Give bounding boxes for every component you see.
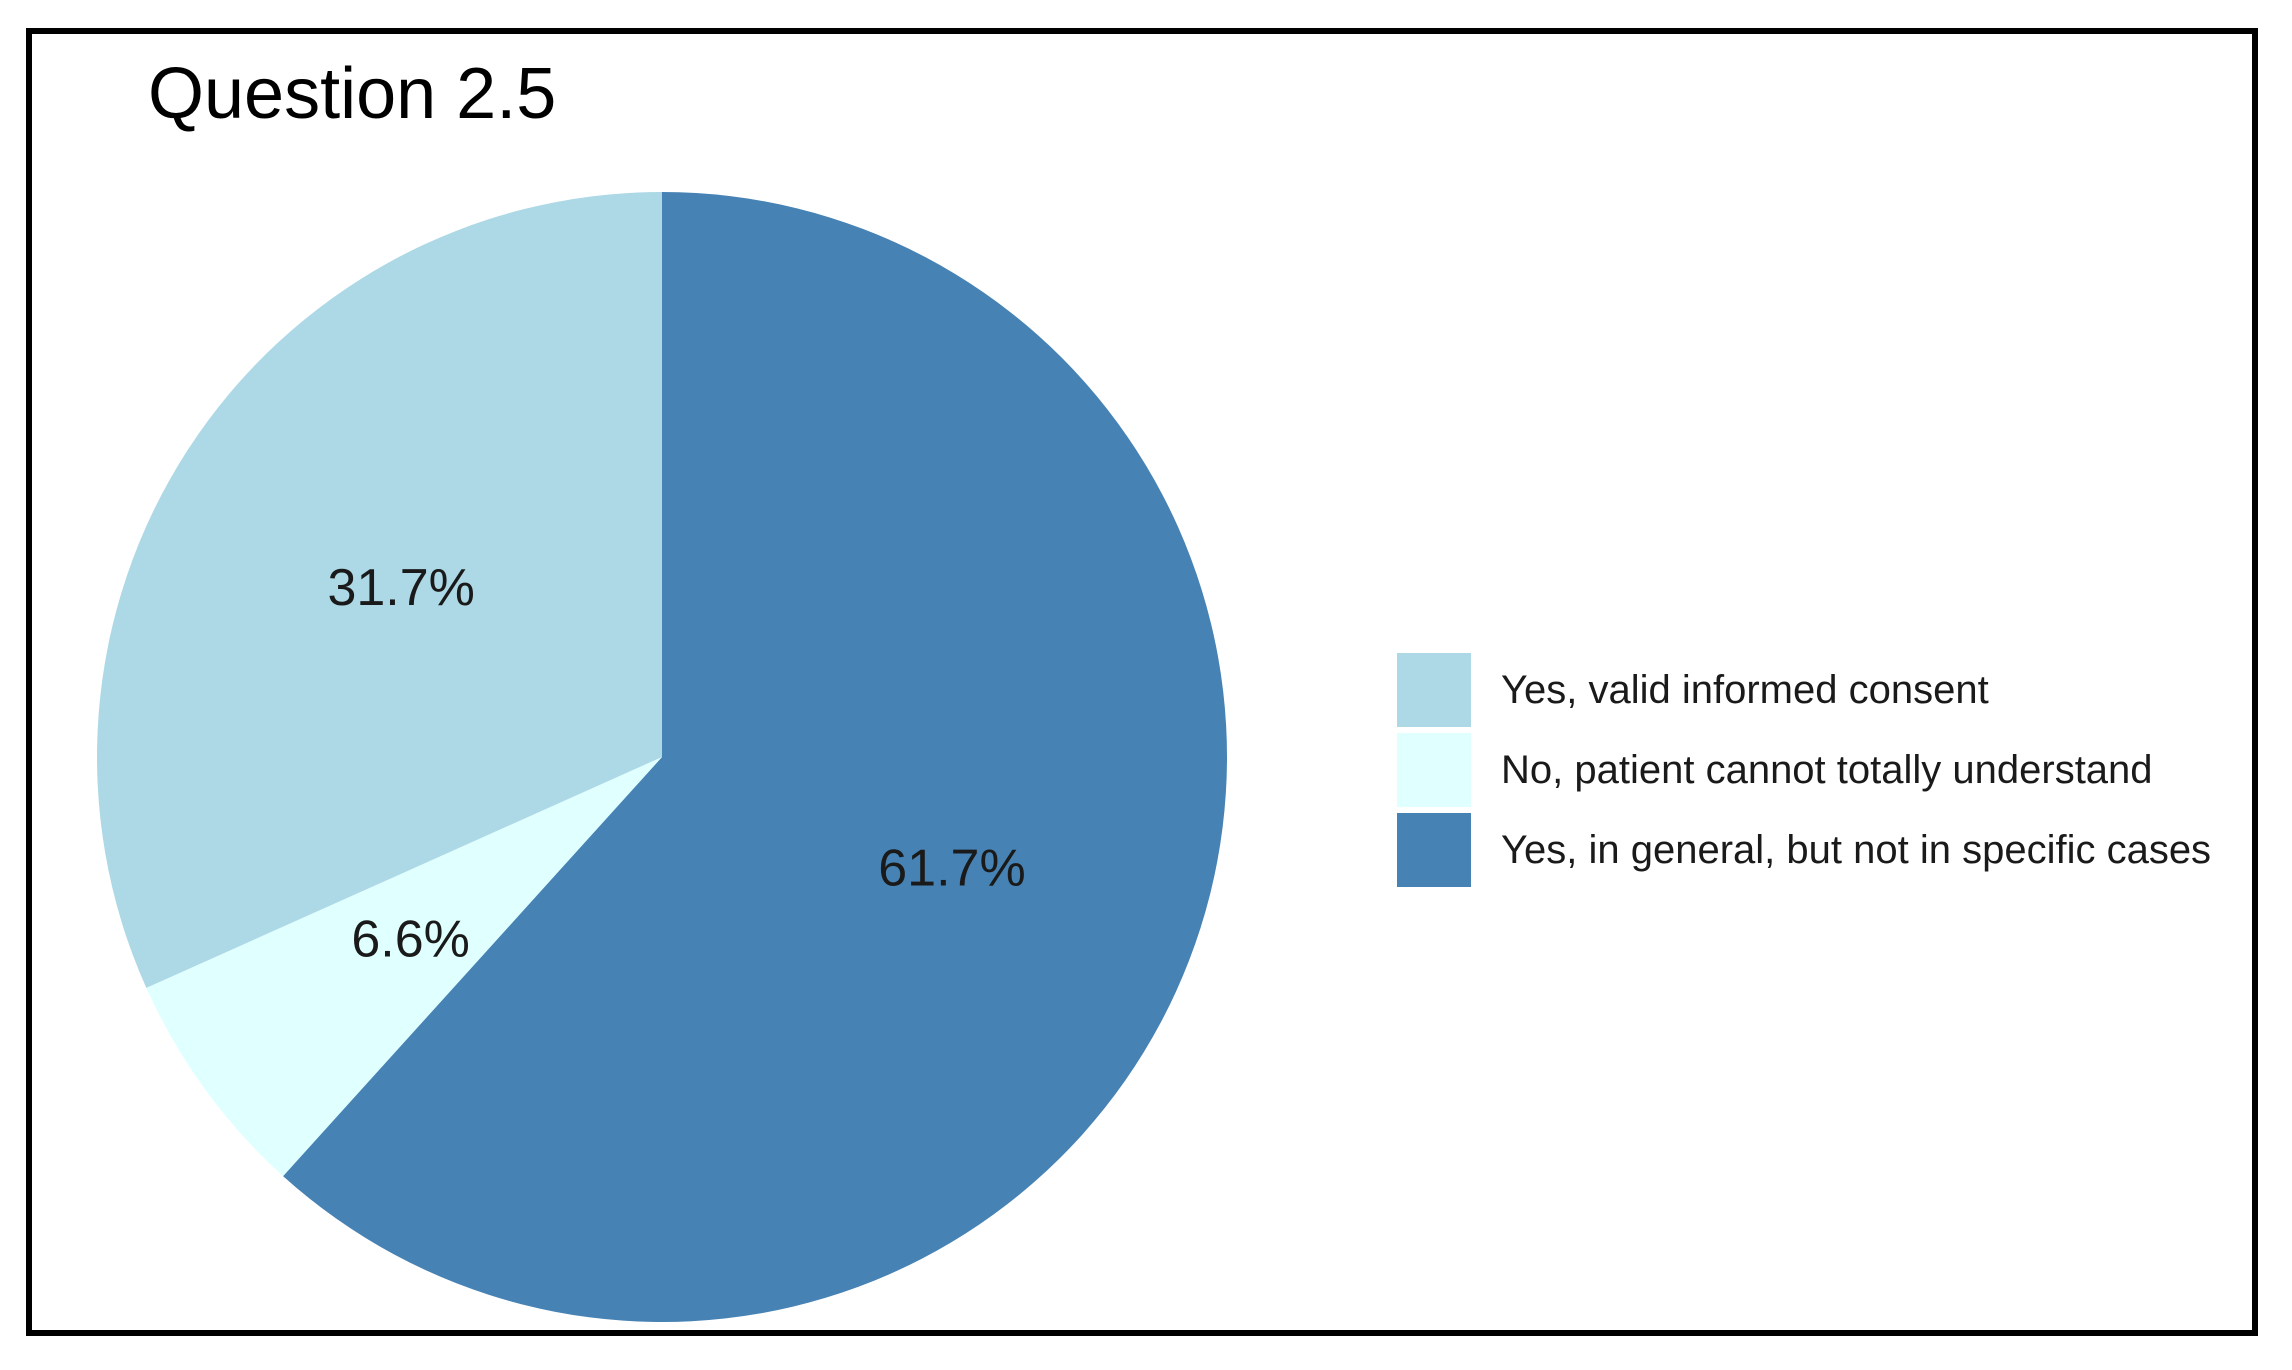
pie-slices [96,192,1228,1322]
pie-slice-labels: 61.7% 6.6% 31.7% [327,559,1025,969]
legend-swatch [1397,733,1471,807]
chart-title: Question 2.5 [148,54,557,134]
legend-swatch [1397,813,1471,887]
pie-slice-1 [146,757,663,1177]
pie-slice-2 [96,192,662,988]
slice-label-2: 31.7% [327,559,474,617]
legend-item-general-not-specific: Yes, in general, but not in specific cas… [1397,810,2211,890]
legend-swatch [1397,653,1471,727]
legend-label: Yes, valid informed consent [1501,667,1989,712]
legend-item-valid-consent: Yes, valid informed consent [1397,650,2211,730]
legend-label: No, patient cannot totally understand [1501,747,2153,792]
slice-label-0: 61.7% [878,840,1025,898]
chart-legend: Yes, valid informed consent No, patient … [1397,650,2211,890]
legend-label: Yes, in general, but not in specific cas… [1501,827,2212,872]
pie-slice-0 [283,192,1228,1322]
legend-item-cannot-understand: No, patient cannot totally understand [1397,730,2211,810]
slice-label-1: 6.6% [351,911,470,969]
